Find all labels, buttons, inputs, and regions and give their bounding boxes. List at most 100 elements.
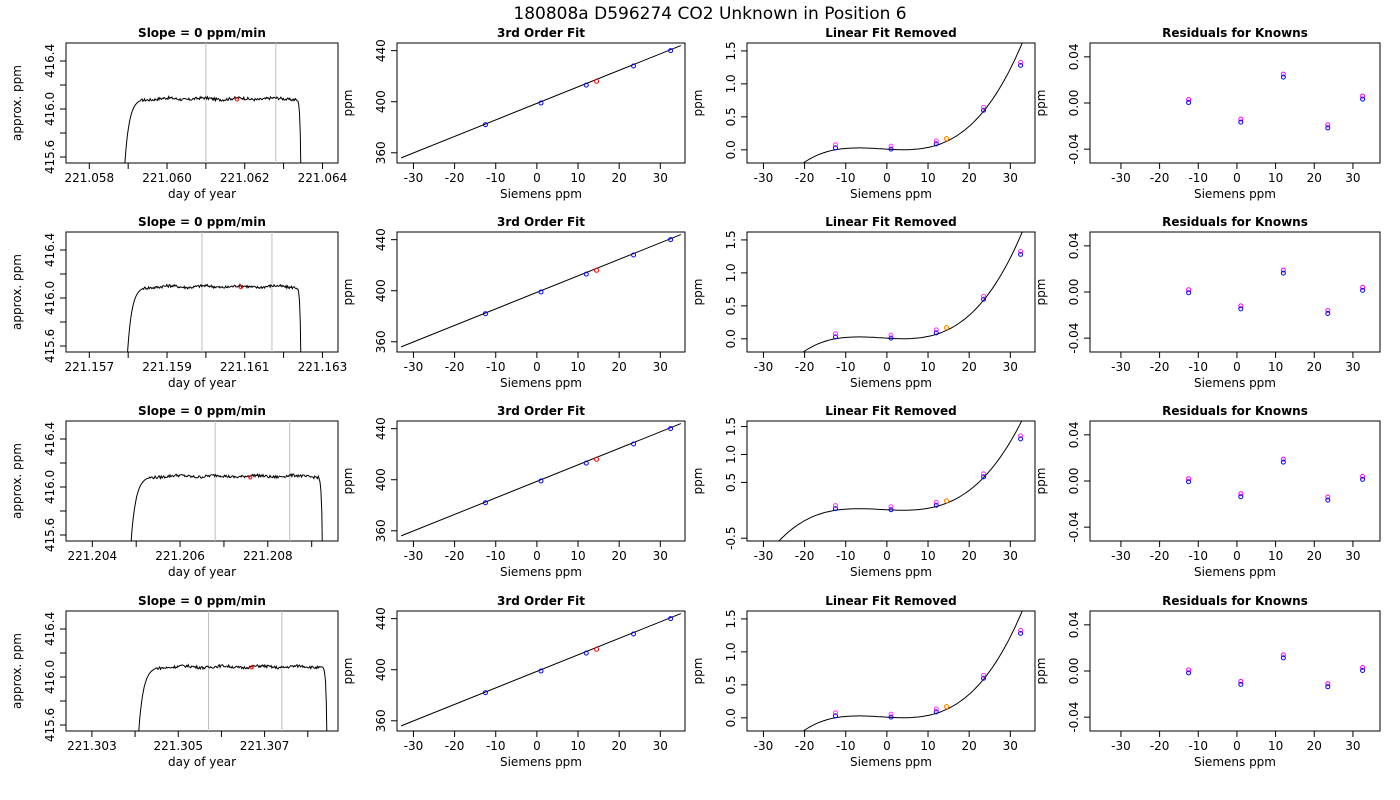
x-tick-label: 20	[612, 549, 627, 563]
x-tick-label: 221.058	[65, 171, 115, 185]
residual-point	[1280, 456, 1286, 462]
known-point-overlay	[981, 293, 986, 299]
y-tick-label: 416.4	[43, 44, 57, 78]
y-tick-label: 0.04	[1067, 43, 1081, 70]
residual-point	[1238, 681, 1244, 687]
y-tick-label: 0.00	[1067, 468, 1081, 495]
known-point	[668, 616, 674, 622]
plot-area	[1186, 456, 1366, 503]
residual-point	[1325, 494, 1331, 500]
residual-point	[1186, 97, 1192, 103]
y-axis-label: ppm	[691, 468, 705, 495]
y-tick-label: 0.04	[1067, 611, 1081, 638]
y-tick-label: 360	[374, 330, 388, 353]
figure-title: 180808a D596274 CO2 Unknown in Position …	[513, 4, 906, 24]
x-tick-label: 30	[1345, 739, 1360, 753]
x-tick-label: 10	[920, 739, 935, 753]
x-tick-label: -30	[754, 360, 774, 374]
x-tick-label: -20	[1150, 360, 1170, 374]
x-axis-label: Siemens ppm	[500, 187, 582, 201]
panel-r1-c3: Linear Fit Removed Siemens ppm ppm -30 -20 -1…	[691, 26, 1036, 201]
x-tick-label: 10	[1268, 549, 1283, 563]
known-point-overlay	[981, 471, 986, 477]
residual-point	[1360, 287, 1366, 293]
x-tick-label: 20	[962, 549, 977, 563]
x-tick-label: -30	[754, 171, 774, 185]
residual-point	[1325, 681, 1331, 687]
residual-point	[1325, 684, 1331, 690]
panel-r2-c3: Linear Fit Removed Siemens ppm ppm -30 -20 -1…	[691, 215, 1036, 390]
y-tick-label: 0.00	[1067, 279, 1081, 306]
x-tick-label: -20	[1150, 739, 1170, 753]
plot-frame	[65, 42, 339, 164]
y-tick-label: 1.0	[724, 642, 738, 661]
x-tick-label: 221.208	[243, 549, 293, 563]
x-axis-label: day of year	[168, 755, 236, 769]
x-tick-label: 10	[1268, 171, 1283, 185]
panel-title: Slope = 0 ppm/min	[138, 26, 266, 40]
x-tick-label: -10	[486, 171, 506, 185]
x-tick-label: -20	[445, 171, 465, 185]
y-tick-label: 0.04	[1067, 421, 1081, 448]
x-tick-label: -30	[1111, 171, 1131, 185]
x-tick-label: 30	[1003, 171, 1018, 185]
x-tick-label: 221.157	[65, 360, 115, 374]
known-point	[668, 426, 674, 432]
x-tick-label: 20	[1307, 549, 1322, 563]
y-tick-label: 416.4	[43, 233, 57, 267]
y-tick-label: 415.6	[43, 708, 57, 742]
x-tick-label: -10	[836, 549, 856, 563]
known-point	[1018, 251, 1024, 257]
known-point-overlay	[1018, 433, 1023, 439]
residual-point	[1238, 494, 1244, 500]
y-axis-label: ppm	[1034, 468, 1048, 495]
x-tick-label: 221.204	[68, 549, 118, 563]
known-point	[482, 690, 488, 696]
y-axis-label: ppm	[691, 90, 705, 117]
x-tick-label: -20	[795, 171, 815, 185]
y-tick-label: 360	[374, 519, 388, 542]
x-tick-label: 221.062	[220, 171, 270, 185]
x-axis-label: Siemens ppm	[1194, 187, 1276, 201]
x-tick-label: -10	[486, 549, 506, 563]
y-axis-label: approx. ppm	[10, 633, 24, 709]
y-tick-label: 0.0	[724, 329, 738, 348]
x-tick-label: 30	[1003, 739, 1018, 753]
y-tick-label: 1.5	[724, 417, 738, 436]
x-tick-label: -10	[1188, 360, 1208, 374]
fit-line	[400, 234, 682, 348]
y-tick-label: 416.0	[43, 92, 57, 126]
residual-point	[1186, 667, 1192, 673]
y-tick-label: 0.5	[724, 107, 738, 126]
y-tick-label: 416.0	[43, 470, 57, 504]
x-tick-label: 0	[533, 171, 541, 185]
y-tick-label: -0.04	[1067, 134, 1081, 165]
known-point	[631, 631, 637, 637]
residual-point	[1280, 270, 1286, 276]
x-tick-label: 20	[962, 171, 977, 185]
plot-area	[130, 421, 323, 541]
panel-title: 3rd Order Fit	[497, 594, 585, 608]
concentration-trace	[124, 94, 302, 163]
y-tick-label: 360	[374, 709, 388, 732]
y-tick-label: 400	[374, 279, 388, 302]
plot-frame	[1089, 231, 1381, 353]
panel-title: Residuals for Knowns	[1162, 594, 1308, 608]
residual-point	[1238, 678, 1244, 684]
x-tick-label: 20	[612, 360, 627, 374]
plot-area	[778, 421, 1024, 541]
y-tick-label: -0.04	[1067, 323, 1081, 354]
plot-frame	[746, 42, 1036, 164]
residual-point	[1360, 93, 1366, 99]
mean-marker	[249, 665, 254, 670]
x-axis-label: Siemens ppm	[1194, 376, 1276, 390]
plot-frame	[746, 610, 1036, 732]
x-tick-label: -30	[1111, 549, 1131, 563]
x-tick-label: 20	[612, 171, 627, 185]
panel-title: Linear Fit Removed	[825, 215, 957, 229]
fit-line	[400, 423, 682, 537]
known-point	[832, 506, 838, 512]
known-point-overlay	[833, 710, 838, 716]
y-tick-label: -0.5	[724, 526, 738, 549]
x-tick-label: 10	[920, 171, 935, 185]
